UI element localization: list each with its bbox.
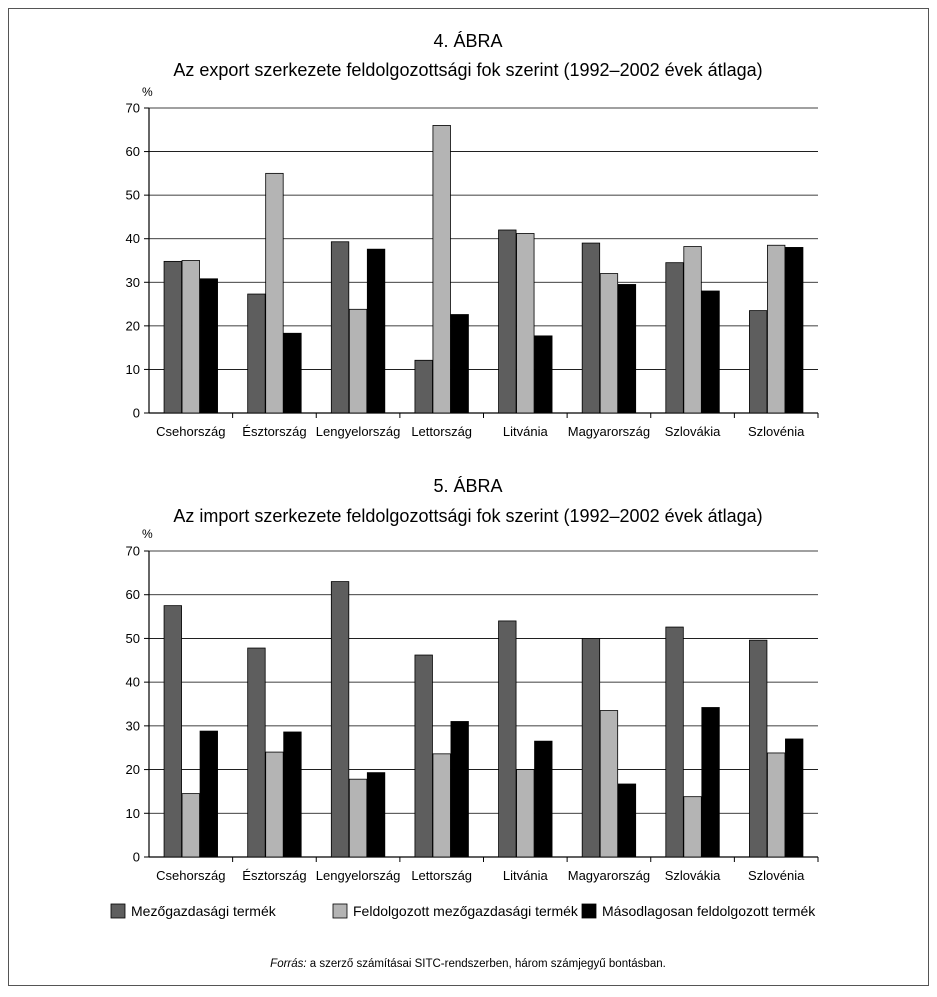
bar (534, 335, 553, 414)
y-tick-label: 40 (126, 231, 140, 246)
y-tick-label: 10 (126, 362, 140, 377)
y-tick-label: 0 (133, 850, 140, 865)
bar (163, 605, 182, 858)
bar (330, 241, 350, 414)
bar (432, 753, 451, 858)
bar (450, 721, 469, 858)
category-label: Magyarország (568, 424, 650, 439)
bar (767, 752, 786, 858)
bar (749, 639, 768, 858)
bar (366, 248, 386, 414)
bar (181, 793, 200, 858)
bar (785, 738, 804, 858)
bar (450, 314, 469, 414)
bar (199, 278, 218, 414)
y-tick-label: 0 (133, 406, 140, 421)
legend-swatch-processed (332, 903, 348, 919)
bar (701, 707, 720, 858)
category-label: Csehország (156, 424, 225, 439)
bar (581, 242, 601, 414)
category-label: Szlovákia (665, 424, 721, 439)
bar (581, 638, 601, 858)
bar (701, 290, 720, 414)
bar (247, 293, 266, 414)
bar (348, 308, 368, 414)
y-tick-label: 70 (126, 544, 140, 559)
legend-label-processed: Feldolgozott mezőgazdasági termék (353, 903, 579, 919)
category-label: Litvánia (503, 868, 549, 883)
legend-label-secondary: Másodlagosan feldolgozott termék (602, 903, 816, 919)
bar (683, 246, 702, 414)
bar (247, 647, 266, 858)
bar (617, 284, 637, 414)
bar (348, 778, 368, 858)
legend: Mezőgazdasági termék Feldolgozott mezőga… (110, 903, 816, 919)
chart-1-y-unit: % (142, 85, 153, 99)
y-tick-label: 20 (126, 762, 140, 777)
bar (767, 244, 786, 414)
chart-1-title: Az export szerkezete feldolgozottsági fo… (173, 60, 762, 80)
category-label: Észtország (242, 868, 306, 883)
y-tick-label: 70 (126, 101, 140, 116)
bar (498, 229, 517, 414)
bar (617, 783, 637, 858)
bar (283, 731, 302, 858)
bar (366, 772, 386, 858)
y-tick-label: 10 (126, 806, 140, 821)
chart-2-y-unit: % (142, 527, 153, 541)
y-tick-label: 50 (126, 188, 140, 203)
category-label: Lettország (411, 868, 472, 883)
legend-swatch-agri (110, 903, 126, 919)
bar (534, 740, 553, 858)
bar (785, 247, 804, 414)
category-label: Csehország (156, 868, 225, 883)
y-tick-label: 40 (126, 675, 140, 690)
bar (414, 359, 433, 414)
bar (683, 796, 702, 858)
chart-2-plot: 0 10 20 30 40 50 60 70 Csehország Észtország Lengy… (126, 544, 819, 883)
bar (516, 769, 535, 858)
category-label: Szlovénia (748, 424, 805, 439)
y-tick-label: 60 (126, 587, 140, 602)
y-tick-label: 20 (126, 318, 140, 333)
legend-swatch-secondary (581, 903, 597, 919)
bar (749, 310, 768, 414)
bar (498, 620, 517, 858)
category-label: Észtország (242, 424, 306, 439)
bar (414, 654, 433, 858)
source-text: a szerző számításai SITC-rendszerben, há… (307, 958, 666, 970)
chart-1-figure-number: 4. ÁBRA (433, 31, 502, 51)
bar (181, 260, 200, 414)
y-tick-label: 50 (126, 631, 140, 646)
y-tick-label: 30 (126, 275, 140, 290)
category-label: Szlovákia (665, 868, 721, 883)
bar (432, 125, 451, 414)
legend-label-agri: Mezőgazdasági termék (131, 903, 277, 919)
bar (199, 730, 218, 858)
category-label: Lengyelország (316, 424, 401, 439)
chart-2-title: Az import szerkezete feldolgozottsági fo… (173, 506, 762, 526)
source-prefix: Forrás: (270, 958, 306, 970)
bar (599, 273, 619, 414)
bar (665, 626, 684, 858)
y-tick-label: 60 (126, 144, 140, 159)
chart-1-plot: 0 10 20 30 40 50 60 70 Csehország Észtország Lengy… (126, 101, 819, 439)
chart-2-figure-number: 5. ÁBRA (433, 476, 502, 496)
bar (283, 332, 302, 414)
bar (265, 751, 284, 858)
category-label: Litvánia (503, 424, 549, 439)
bar (330, 581, 350, 858)
bar (265, 172, 284, 414)
bar (665, 262, 684, 414)
category-label: Lettország (411, 424, 472, 439)
bar (516, 233, 535, 414)
bar (163, 260, 182, 414)
category-label: Lengyelország (316, 868, 401, 883)
bar (599, 710, 619, 858)
y-tick-label: 30 (126, 718, 140, 733)
category-label: Szlovénia (748, 868, 805, 883)
category-label: Magyarország (568, 868, 650, 883)
source-note: Forrás: a szerző számításai SITC-rendsze… (270, 958, 666, 970)
